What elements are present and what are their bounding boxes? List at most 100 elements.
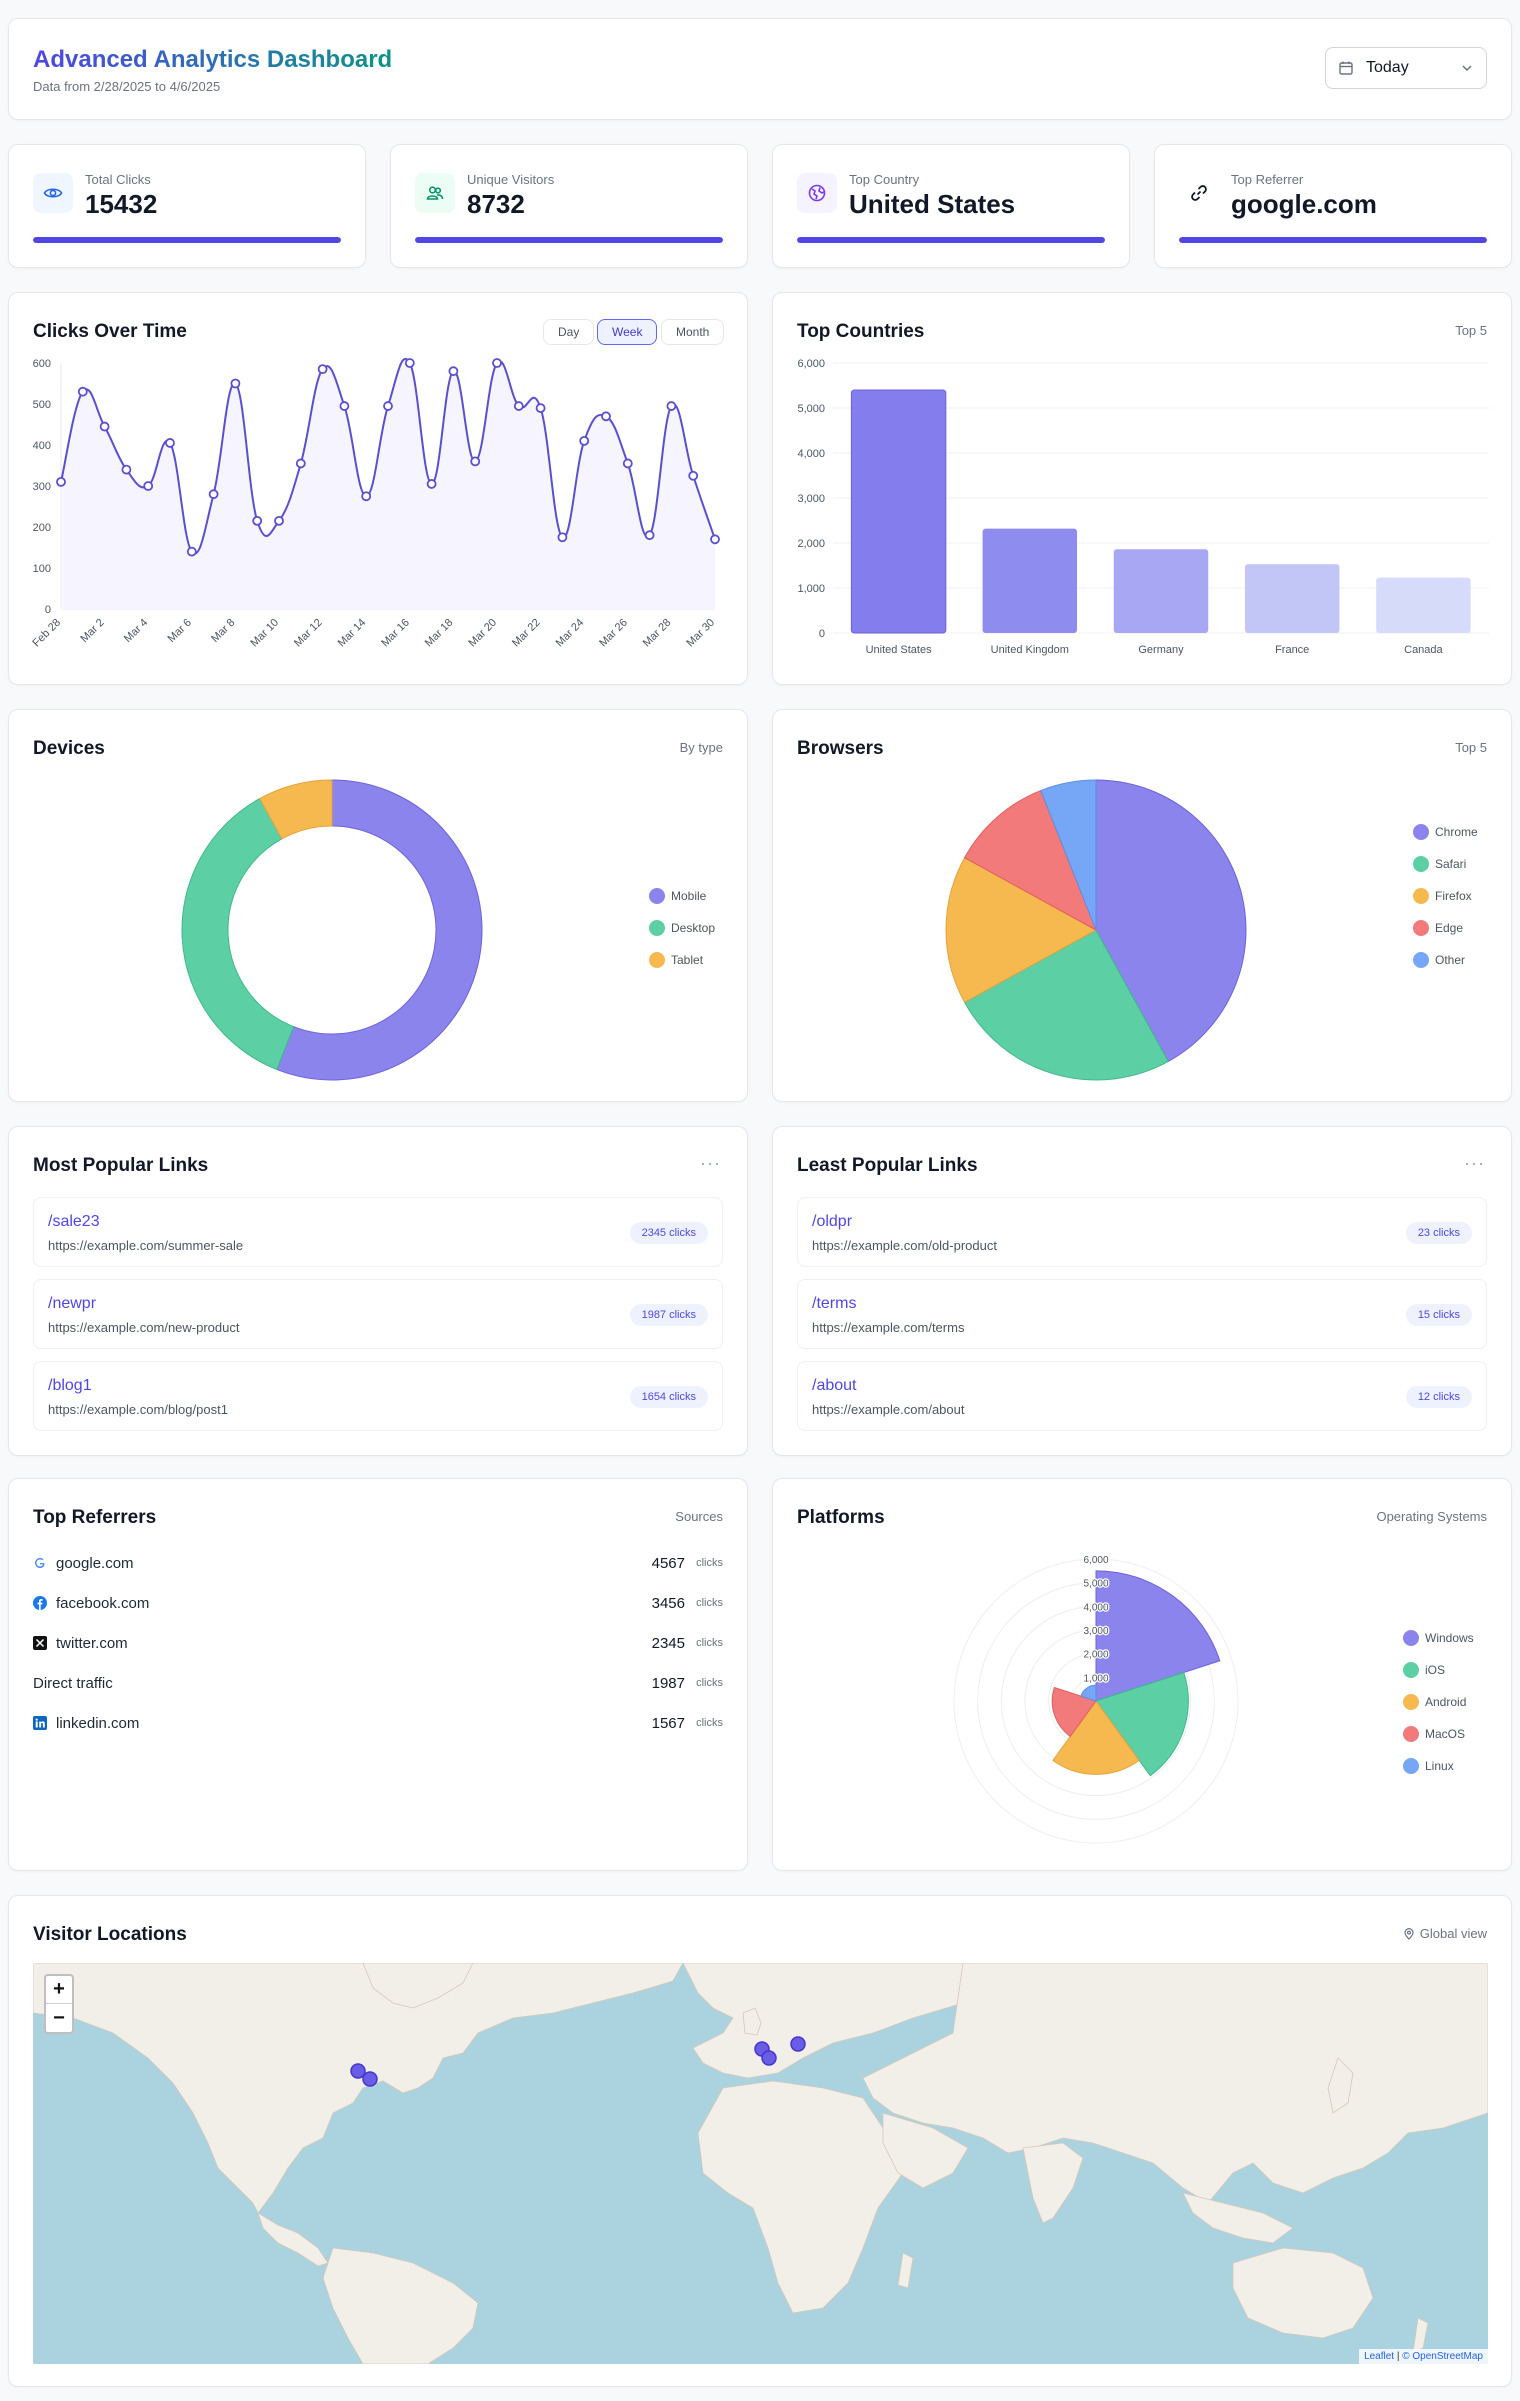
- top-referrers-card: Top Referrers Sources google.com 4567 cl…: [8, 1478, 748, 1871]
- platforms-legend: Windows iOS Android MacOS Linux: [1403, 1622, 1474, 1782]
- legend-item[interactable]: Desktop: [649, 912, 715, 944]
- data-point: [77, 386, 88, 397]
- date-range: Data from 2/28/2025 to 4/6/2025: [33, 79, 221, 94]
- legend-item[interactable]: Other: [1413, 944, 1478, 976]
- x-tick-label: Mar 28: [641, 617, 674, 650]
- visitor-marker: [761, 2050, 777, 2066]
- x-tick-label: Feb 28: [30, 617, 63, 650]
- more-options-icon[interactable]: ···: [1464, 1153, 1485, 1173]
- legend-item[interactable]: Firefox: [1413, 880, 1478, 912]
- x-tick-label: Mar 8: [209, 617, 237, 645]
- legend-item[interactable]: Tablet: [649, 944, 715, 976]
- visitor-marker: [790, 2036, 806, 2052]
- link-item[interactable]: /terms https://example.com/terms 15 clic…: [797, 1279, 1487, 1349]
- card-subtitle: By type: [679, 740, 723, 755]
- x-tick-label: Mar 30: [684, 617, 717, 650]
- bar: [1376, 577, 1471, 633]
- visitor-markers: [350, 2036, 806, 2087]
- referrer-unit: clicks: [696, 1677, 723, 1689]
- x-tick-label: Mar 22: [510, 617, 543, 650]
- link-short: /sale23: [48, 1213, 100, 1230]
- legend-item[interactable]: Android: [1403, 1686, 1474, 1718]
- stat-card-top-country: Top Country United States: [772, 144, 1130, 268]
- data-point: [492, 358, 502, 368]
- x-tick-label: Mar 10: [248, 617, 281, 650]
- data-point: [448, 366, 459, 377]
- y-tick-label: 4,000: [797, 448, 825, 460]
- radial-grid: [953, 1558, 1239, 1844]
- legend-label: Windows: [1425, 1631, 1474, 1645]
- r-tick-label: 6,000: [1083, 1555, 1108, 1566]
- referrer-row[interactable]: Direct traffic 1987 clicks: [33, 1663, 723, 1703]
- legend-item[interactable]: Mobile: [649, 880, 715, 912]
- y-tick-label: 6,000: [797, 358, 825, 370]
- y-tick-label: 500: [33, 399, 51, 411]
- bar: [1244, 564, 1340, 633]
- data-point: [644, 530, 655, 541]
- range-week-button[interactable]: Week: [597, 319, 658, 345]
- leaflet-link[interactable]: Leaflet: [1364, 2351, 1395, 2362]
- more-options-icon[interactable]: ···: [700, 1153, 721, 1173]
- card-title: Devices: [33, 738, 105, 759]
- devices-card: Devices By type Mobile Desktop Tablet: [8, 709, 748, 1102]
- data-point: [513, 401, 524, 411]
- world-map: [33, 1963, 1488, 2364]
- link-item[interactable]: /blog1 https://example.com/blog/post1 16…: [33, 1361, 723, 1431]
- referrer-row[interactable]: linkedin.com 1567 clicks: [33, 1703, 723, 1743]
- data-point: [295, 458, 306, 469]
- data-point: [274, 515, 284, 526]
- data-point: [579, 436, 590, 446]
- map-pin-icon: [1404, 1927, 1414, 1940]
- legend-swatch: [1413, 824, 1429, 840]
- period-select[interactable]: Today: [1325, 47, 1487, 89]
- referrer-name: google.com: [56, 1554, 134, 1572]
- y-tick-label: 300: [33, 481, 51, 493]
- link-item[interactable]: /newpr https://example.com/new-product 1…: [33, 1279, 723, 1349]
- legend-item[interactable]: Safari: [1413, 848, 1478, 880]
- legend-item[interactable]: iOS: [1403, 1654, 1474, 1686]
- range-day-button[interactable]: Day: [543, 319, 595, 345]
- clicks-badge: 2345 clicks: [629, 1222, 708, 1244]
- x-tick-label: Mar 20: [466, 617, 499, 650]
- referrer-unit: clicks: [696, 1557, 723, 1569]
- legend-item[interactable]: Chrome: [1413, 816, 1478, 848]
- referrer-row[interactable]: google.com 4567 clicks: [33, 1543, 723, 1583]
- stat-label: Unique Visitors: [467, 172, 555, 187]
- card-subtitle: Operating Systems: [1376, 1509, 1487, 1524]
- clicks-badge: 15 clicks: [1405, 1304, 1472, 1326]
- zoom-in-button[interactable]: +: [46, 1976, 72, 2004]
- legend-item[interactable]: MacOS: [1403, 1718, 1474, 1750]
- legend-item[interactable]: Windows: [1403, 1622, 1474, 1654]
- link-url: https://example.com/summer-sale: [48, 1238, 244, 1253]
- card-subtitle: Top 5: [1455, 323, 1487, 338]
- legend-item[interactable]: Edge: [1413, 912, 1478, 944]
- legend-item[interactable]: Linux: [1403, 1750, 1474, 1782]
- zoom-out-button[interactable]: −: [53, 2006, 65, 2029]
- legend-label: Mobile: [671, 889, 707, 903]
- visitor-map[interactable]: + − Leaflet | © OpenStreetMap: [33, 1963, 1488, 2364]
- referrer-name: facebook.com: [56, 1594, 150, 1612]
- data-point: [339, 401, 350, 411]
- link-url: https://example.com/blog/post1: [48, 1402, 228, 1417]
- period-select-value: Today: [1366, 59, 1409, 76]
- y-tick-label: 3,000: [797, 493, 825, 505]
- legend-label: Edge: [1435, 921, 1464, 935]
- osm-link[interactable]: © OpenStreetMap: [1402, 2351, 1483, 2362]
- data-point: [383, 401, 393, 411]
- stat-card-unique-visitors: Unique Visitors 8732: [390, 144, 748, 268]
- link-item[interactable]: /oldpr https://example.com/old-product 2…: [797, 1197, 1487, 1267]
- referrer-unit: clicks: [696, 1597, 723, 1609]
- referrer-row[interactable]: facebook.com 3456 clicks: [33, 1583, 723, 1623]
- browsers-pie-chart: [945, 779, 1247, 1081]
- slice: [963, 789, 1097, 932]
- data-point: [317, 364, 328, 375]
- referrer-row[interactable]: twitter.com 2345 clicks: [33, 1623, 723, 1663]
- x-tick-label: Mar 4: [122, 617, 150, 645]
- link-item[interactable]: /sale23 https://example.com/summer-sale …: [33, 1197, 723, 1267]
- link-item[interactable]: /about https://example.com/about 12 clic…: [797, 1361, 1487, 1431]
- y-tick-label: 1,000: [797, 583, 825, 595]
- link-short: /oldpr: [812, 1213, 853, 1230]
- range-month-button[interactable]: Month: [661, 319, 725, 345]
- legend-label: Chrome: [1435, 825, 1478, 839]
- polar-segment: [1095, 1570, 1221, 1702]
